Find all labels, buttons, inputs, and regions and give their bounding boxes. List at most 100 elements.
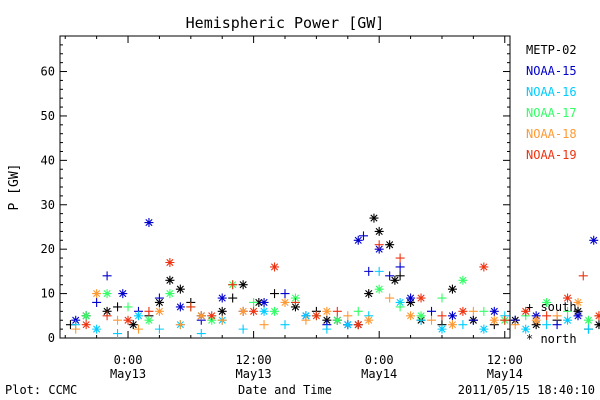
south-point xyxy=(280,289,290,299)
north-point xyxy=(447,311,457,321)
north-point xyxy=(102,289,112,299)
south-point xyxy=(395,271,405,281)
north-point xyxy=(92,289,102,299)
north-point xyxy=(270,306,280,316)
north-point xyxy=(521,324,531,334)
legend-series-label: METP-02 xyxy=(526,43,577,57)
south-point xyxy=(113,329,123,339)
north-point xyxy=(238,280,248,290)
north-point xyxy=(332,315,342,325)
north-point xyxy=(542,297,552,307)
north-point xyxy=(521,306,531,316)
north-point xyxy=(406,311,416,321)
north-point xyxy=(238,306,248,316)
south-point xyxy=(113,315,123,325)
plot-credit: Plot: CCMC xyxy=(5,383,77,397)
south-point xyxy=(385,293,395,303)
y-tick-label: 0 xyxy=(48,331,55,345)
north-point xyxy=(531,315,541,325)
south-point xyxy=(113,302,123,312)
y-tick-label: 60 xyxy=(41,65,55,79)
south-point xyxy=(144,306,154,316)
south-point xyxy=(578,271,588,281)
south-point xyxy=(427,315,437,325)
south-point xyxy=(228,280,238,290)
north-point xyxy=(437,324,447,334)
north-point xyxy=(254,297,264,307)
north-point xyxy=(563,315,573,325)
north-point xyxy=(207,311,217,321)
south-point xyxy=(510,320,520,330)
north-point xyxy=(175,284,185,294)
south-point xyxy=(395,302,405,312)
chart-title: Hemispheric Power [GW] xyxy=(186,14,385,32)
legend-marker-label: * north xyxy=(526,332,577,346)
north-point xyxy=(489,306,499,316)
north-point xyxy=(92,324,102,334)
x-tick-time-label: 12:00 xyxy=(236,353,272,367)
x-tick-date-label: May14 xyxy=(487,367,523,381)
y-tick-label: 40 xyxy=(41,153,55,167)
south-point xyxy=(123,302,133,312)
north-point xyxy=(165,258,175,267)
north-point xyxy=(447,284,457,294)
south-point xyxy=(154,293,164,303)
north-point xyxy=(416,311,426,321)
north-point xyxy=(594,311,600,321)
north-point xyxy=(406,293,416,303)
legend-series-label: NOAA-16 xyxy=(526,85,577,99)
north-point xyxy=(458,306,468,316)
south-point xyxy=(563,306,573,316)
plot-timestamp: 2011/05/15 18:40:10 xyxy=(458,383,595,397)
south-point xyxy=(186,302,196,312)
south-point xyxy=(270,289,280,299)
south-point xyxy=(133,324,143,334)
north-point xyxy=(196,311,206,321)
south-point xyxy=(301,315,311,325)
south-point xyxy=(552,311,562,321)
south-point xyxy=(322,324,332,334)
north-point xyxy=(217,306,227,316)
north-point xyxy=(270,262,280,272)
north-point xyxy=(259,306,269,316)
north-point xyxy=(416,293,426,303)
north-point xyxy=(563,293,573,303)
south-point xyxy=(196,329,206,339)
south-point xyxy=(542,320,552,330)
south-point xyxy=(290,297,300,307)
south-point xyxy=(374,240,384,250)
north-point xyxy=(128,320,138,330)
south-point xyxy=(228,293,238,303)
south-point xyxy=(358,231,368,241)
south-point xyxy=(374,266,384,276)
y-axis-label: P [GW] xyxy=(7,164,22,211)
legend-series-label: NOAA-17 xyxy=(526,106,577,120)
north-point xyxy=(583,315,593,325)
north-point xyxy=(573,311,583,321)
x-tick-time-label: 12:00 xyxy=(487,353,523,367)
north-point xyxy=(165,275,175,285)
north-point xyxy=(447,320,457,330)
north-point xyxy=(280,297,290,307)
north-point xyxy=(489,315,499,325)
south-point xyxy=(437,293,447,303)
north-point xyxy=(374,226,384,236)
south-point xyxy=(479,306,489,316)
south-point xyxy=(175,320,185,330)
north-point xyxy=(589,235,599,245)
x-tick-time-label: 0:00 xyxy=(114,353,143,367)
legend: METP-02 NOAA-15 NOAA-16 NOAA-17 NOAA-18 NOAA-… xyxy=(526,43,577,346)
south-point xyxy=(427,306,437,316)
south-point xyxy=(280,320,290,330)
south-point xyxy=(552,320,562,330)
north-point xyxy=(81,311,91,321)
north-point xyxy=(165,289,175,299)
x-tick-date-label: May13 xyxy=(110,367,146,381)
north-point xyxy=(479,262,489,272)
north-point xyxy=(364,289,374,299)
legend-series-label: NOAA-19 xyxy=(526,148,577,162)
x-tick-date-label: May14 xyxy=(361,367,397,381)
south-point xyxy=(437,311,447,321)
south-point xyxy=(364,266,374,276)
north-point xyxy=(144,218,154,228)
